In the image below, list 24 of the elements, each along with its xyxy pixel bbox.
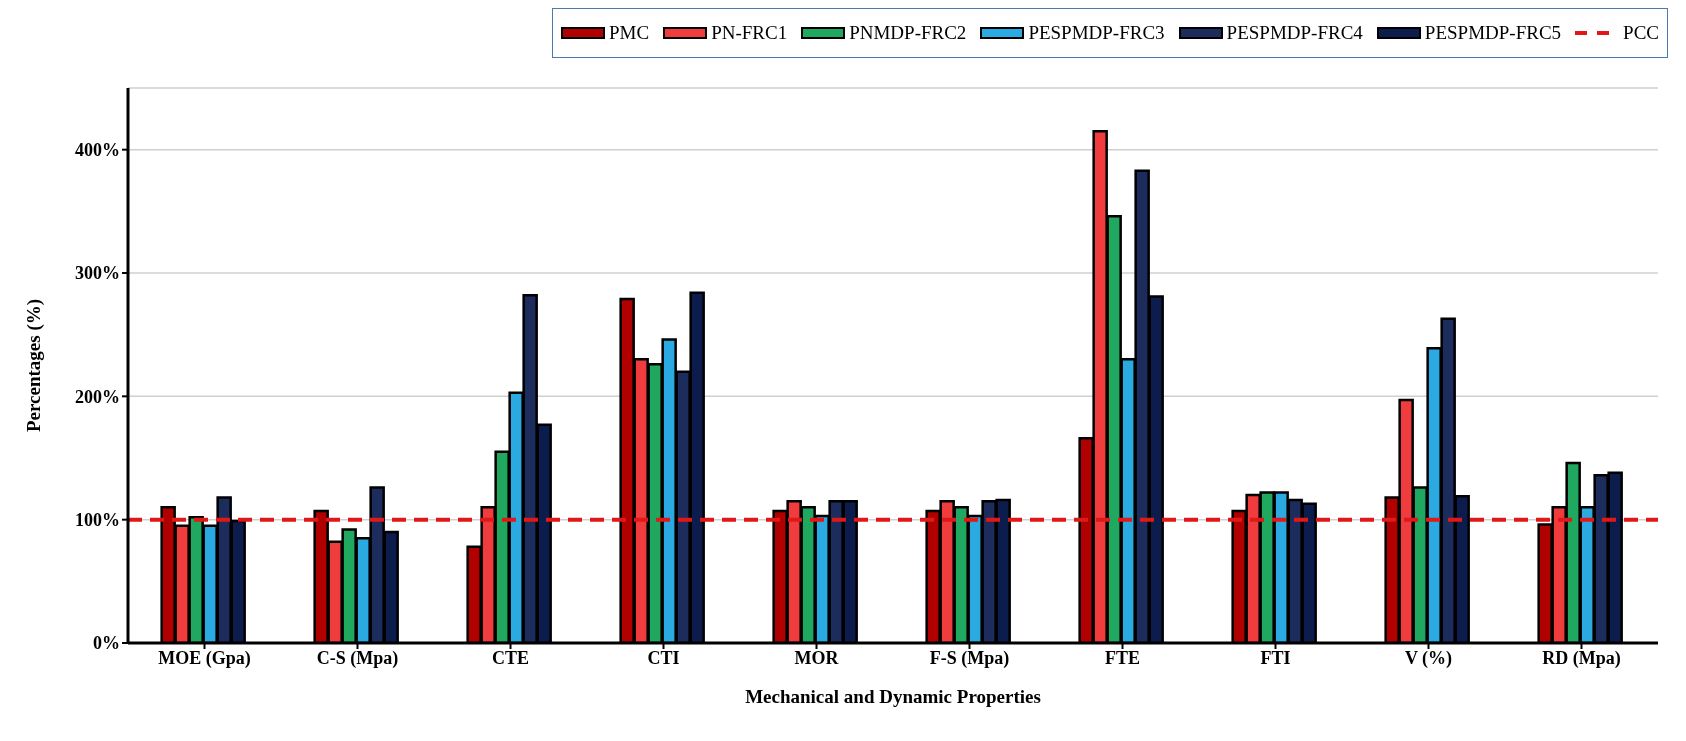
y-tick-label: 200% xyxy=(75,386,120,407)
y-tick-label: 100% xyxy=(75,510,120,531)
x-tick-label: V (%) xyxy=(1404,647,1453,669)
x-tick-label: FTI xyxy=(1260,647,1291,668)
y-tick-label: 400% xyxy=(75,140,120,161)
legend-label: PNMDP-FRC2 xyxy=(849,22,967,44)
legend-label: PESPMDP-FRC4 xyxy=(1226,22,1363,44)
y-axis-title: Percentages (%) xyxy=(22,298,45,433)
legend-label: PESPMDP-FRC3 xyxy=(1028,22,1165,44)
x-tick-label: C-S (Mpa) xyxy=(316,647,399,669)
legend-label: PESPMDP-FRC5 xyxy=(1424,22,1562,44)
y-tick-label: 300% xyxy=(75,263,120,284)
x-tick-label: CTE xyxy=(491,647,530,668)
x-tick-label: MOE (Gpa) xyxy=(158,647,251,669)
legend-label: PCC xyxy=(1623,22,1659,44)
x-tick-label: MOR xyxy=(794,647,840,668)
x-axis-title: Mechanical and Dynamic Properties xyxy=(745,686,1041,707)
legend-label: PN-FRC1 xyxy=(711,22,788,44)
x-tick-label: FTE xyxy=(1104,647,1141,668)
x-tick-label: RD (Mpa) xyxy=(1542,647,1621,669)
legend-label: PMC xyxy=(608,22,650,44)
x-tick-label: CTI xyxy=(647,647,680,668)
y-tick-label: 0% xyxy=(93,633,120,654)
x-tick-label: F-S (Mpa) xyxy=(929,647,1010,669)
